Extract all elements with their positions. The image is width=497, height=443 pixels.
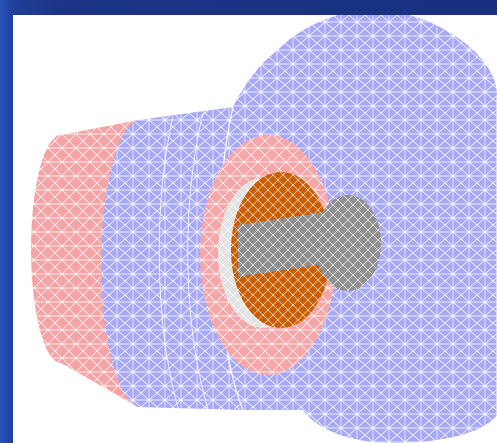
gray-post <box>238 211 331 277</box>
figure-canvas <box>13 15 497 443</box>
mesh-figure <box>13 15 497 443</box>
gray-cap <box>315 195 381 291</box>
